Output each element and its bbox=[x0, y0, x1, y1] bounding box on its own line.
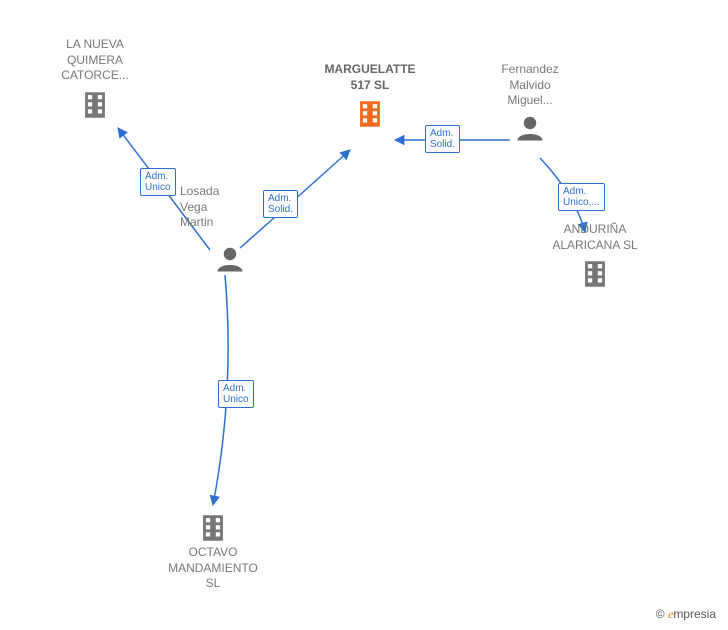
node-label: ANDURIÑA ALARICANA SL bbox=[552, 222, 637, 252]
node-label: Fernandez Malvido Miguel... bbox=[501, 62, 558, 107]
edge-label: Adm.Unico,... bbox=[558, 183, 605, 211]
edge-label: Adm.Unico bbox=[218, 380, 254, 408]
company-node[interactable]: LA NUEVA QUIMERA CATORCE... bbox=[25, 37, 165, 122]
building-icon bbox=[578, 257, 612, 291]
node-label: MARGUELATTE 517 SL bbox=[324, 62, 415, 92]
brand-rest: mpresia bbox=[673, 607, 716, 621]
node-label: LA NUEVA QUIMERA CATORCE... bbox=[61, 37, 129, 82]
company-node[interactable]: MARGUELATTE 517 SL bbox=[300, 62, 440, 131]
node-label: LosadaVegaMartin bbox=[180, 184, 270, 231]
building-icon bbox=[196, 511, 230, 545]
person-node[interactable]: Fernandez Malvido Miguel... bbox=[460, 62, 600, 143]
watermark: © empresia bbox=[656, 607, 716, 622]
company-node[interactable]: ANDURIÑA ALARICANA SL bbox=[525, 222, 665, 291]
copyright-symbol: © bbox=[656, 607, 665, 621]
person-icon bbox=[215, 244, 245, 274]
edge-label: Adm.Solid. bbox=[425, 125, 460, 153]
building-icon bbox=[78, 88, 112, 122]
company-node[interactable]: OCTAVO MANDAMIENTO SL bbox=[143, 507, 283, 592]
edge-label: Adm.Unico bbox=[140, 168, 176, 196]
person-node[interactable]: LosadaVegaMartin bbox=[210, 240, 250, 274]
node-label: OCTAVO MANDAMIENTO SL bbox=[168, 545, 258, 590]
person-icon bbox=[515, 113, 545, 143]
edge-label: Adm.Solid. bbox=[263, 190, 298, 218]
building-icon bbox=[353, 97, 387, 131]
